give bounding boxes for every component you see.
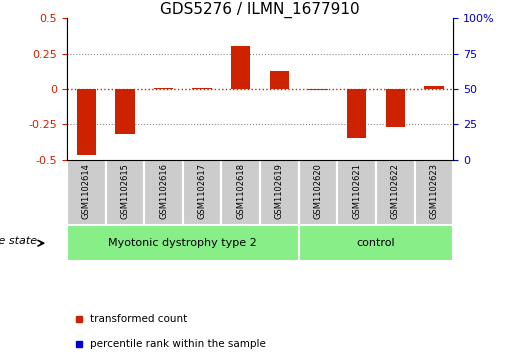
Text: percentile rank within the sample: percentile rank within the sample (90, 339, 266, 350)
Bar (386, 89, 405, 127)
Text: control: control (356, 238, 396, 248)
Bar (193, 87, 212, 89)
Point (430, 103, 438, 109)
Bar (376, 160, 415, 225)
Text: GSM1102614: GSM1102614 (82, 163, 91, 219)
Text: GSM1102615: GSM1102615 (121, 163, 129, 219)
Point (159, 107, 167, 113)
Text: GSM1102620: GSM1102620 (314, 163, 322, 219)
Bar (231, 46, 250, 89)
Text: GSM1102621: GSM1102621 (352, 163, 361, 219)
Point (236, 20, 245, 25)
Text: disease state: disease state (0, 236, 37, 246)
Text: GSM1102617: GSM1102617 (198, 163, 207, 219)
Bar (115, 89, 134, 134)
Bar (154, 87, 173, 89)
Point (121, 152, 129, 158)
Point (352, 152, 360, 158)
Point (198, 103, 206, 109)
Bar (347, 89, 366, 138)
Bar (270, 70, 289, 89)
Bar (67, 225, 299, 261)
Title: GDS5276 / ILMN_1677910: GDS5276 / ILMN_1677910 (160, 2, 360, 18)
Bar (424, 86, 443, 89)
Bar (299, 160, 337, 225)
Point (82, 155, 91, 161)
Text: GSM1102623: GSM1102623 (430, 163, 438, 219)
Text: GSM1102619: GSM1102619 (275, 163, 284, 219)
Bar (67, 160, 106, 225)
Bar (77, 89, 96, 155)
Text: GSM1102622: GSM1102622 (391, 163, 400, 219)
Bar (183, 160, 221, 225)
Bar (221, 160, 260, 225)
Text: GSM1102616: GSM1102616 (159, 163, 168, 219)
Bar (337, 160, 376, 225)
Text: transformed count: transformed count (90, 314, 187, 323)
Point (391, 152, 400, 158)
Point (275, 34, 283, 40)
Text: GSM1102618: GSM1102618 (236, 163, 245, 219)
Point (314, 129, 322, 134)
Bar (260, 160, 299, 225)
Bar (144, 160, 183, 225)
Bar (415, 160, 453, 225)
Bar (106, 160, 144, 225)
Bar (308, 89, 328, 90)
Text: Myotonic dystrophy type 2: Myotonic dystrophy type 2 (109, 238, 257, 248)
Bar (299, 225, 453, 261)
